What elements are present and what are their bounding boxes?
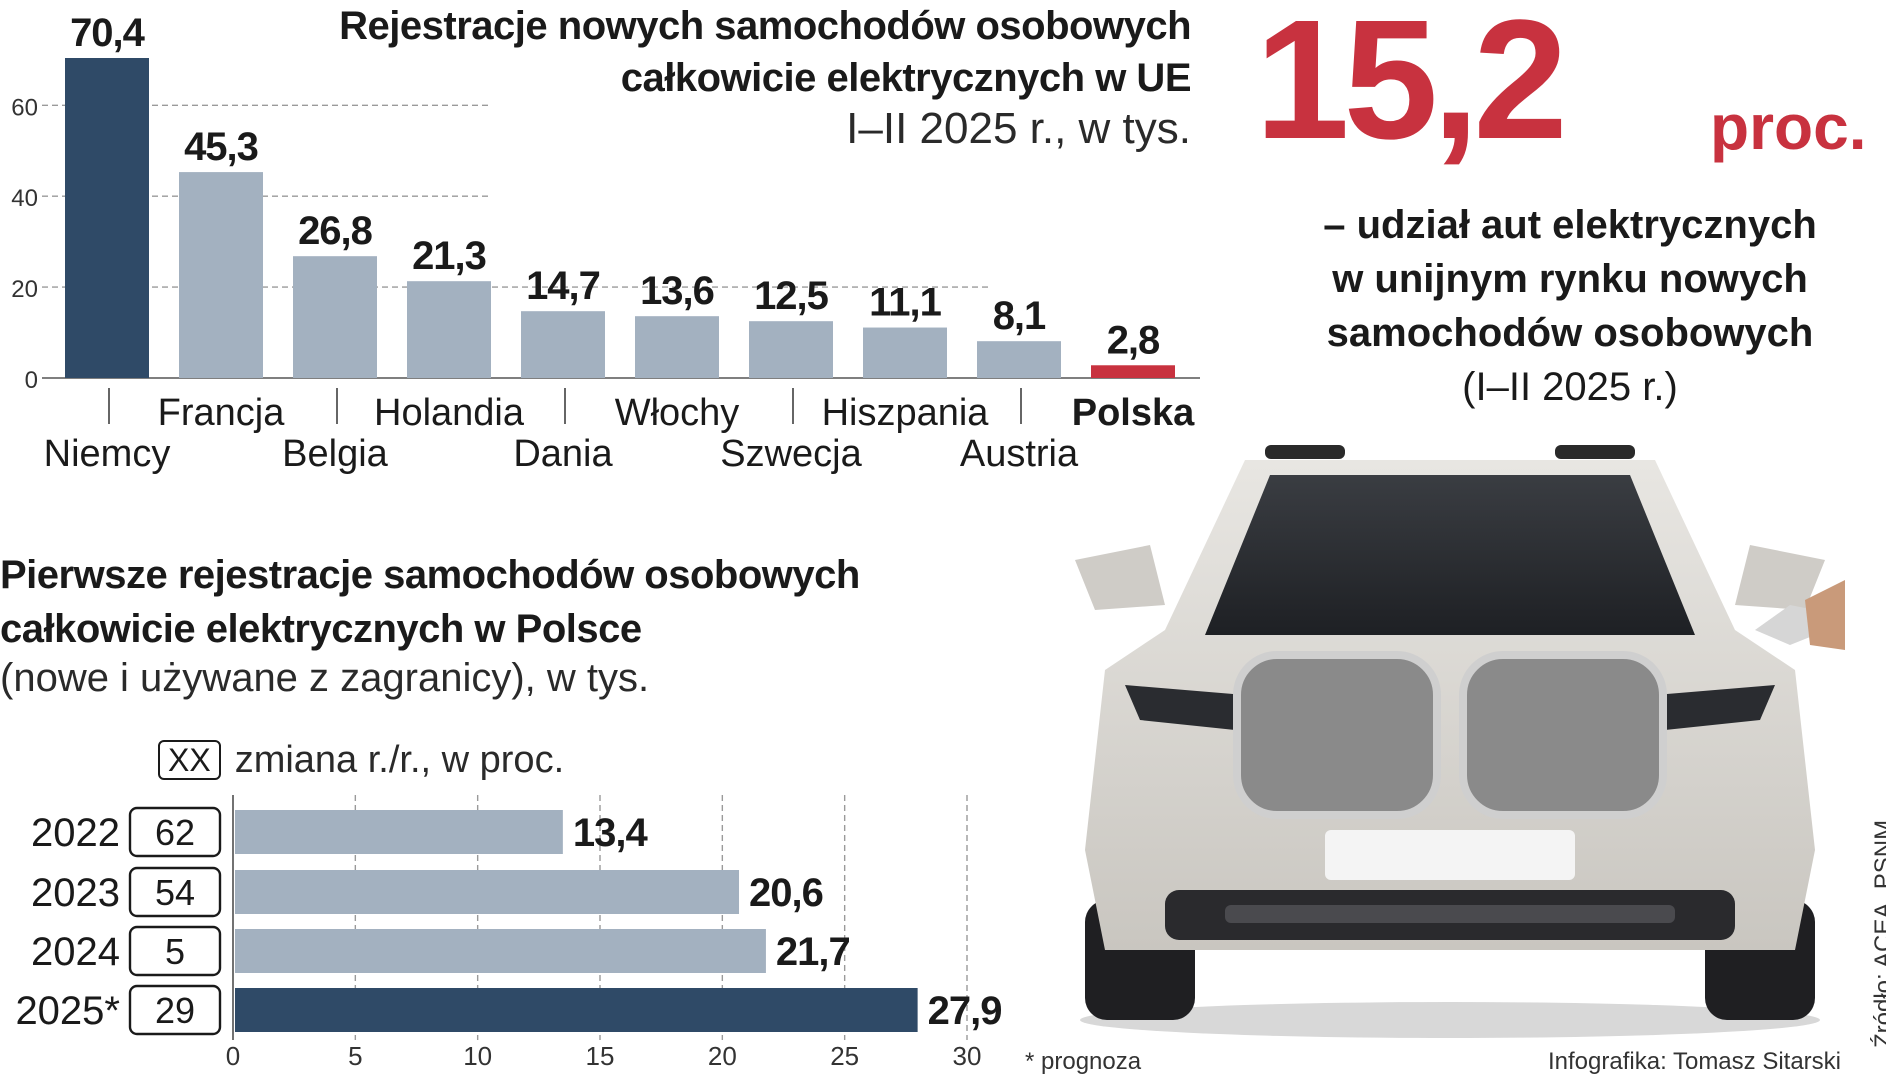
share-value: 15,2 (1255, 0, 1568, 175)
category-label: Niemcy (44, 433, 171, 475)
x-tick-label: 25 (830, 1041, 859, 1071)
footnote: * prognoza (1025, 1048, 1142, 1075)
bottom-title-line-2: całkowicie elektrycznych w Polsce (0, 607, 642, 651)
top-chart-title: Rejestracje nowych samochodów osobowych … (339, 0, 1191, 104)
bar (235, 988, 918, 1032)
share-line-2: w unijnym rynku nowych (1332, 257, 1808, 301)
year-label: 2023 (31, 871, 120, 915)
source: Źródło: ACEA, PSNM (1870, 819, 1886, 1048)
x-tick-label: 15 (586, 1041, 615, 1071)
legend-text: zmiana r./r., w proc. (234, 738, 565, 781)
y-tick-label: 40 (11, 185, 38, 212)
share-description: – udział aut elektrycznych w unijnym ryn… (1300, 198, 1840, 414)
category-label: Austria (960, 433, 1079, 475)
category-label: Francja (158, 392, 286, 434)
value-label: 27,9 (928, 989, 1002, 1033)
category-label: Belgia (282, 433, 388, 475)
x-tick-label: 0 (226, 1041, 240, 1071)
share-unit: proc. (1710, 91, 1867, 163)
share-period: (I–II 2025 r.) (1462, 365, 1678, 409)
yoy-change-value: 62 (155, 812, 195, 853)
x-tick-label: 5 (348, 1041, 362, 1071)
bottom-chart-subtitle: (nowe i używane z zagranicy), w tys. (0, 656, 650, 700)
value-label: 26,8 (298, 209, 373, 253)
value-label: 21,3 (412, 234, 486, 278)
yoy-change-value: 5 (165, 931, 185, 972)
bar (635, 316, 719, 378)
top-title-line-1: Rejestracje nowych samochodów osobowych (339, 4, 1191, 48)
y-tick-label: 20 (11, 276, 38, 303)
eu-registrations-chart: 0 20 40 60 70,4 Niemcy 45,3 Francja 26,8 Belgia 21… (11, 11, 1200, 475)
year-label: 2024 (31, 930, 120, 974)
bar (65, 58, 149, 378)
value-label: 13,6 (640, 269, 714, 313)
year-label: 2022 (31, 811, 120, 855)
year-label: 2025* (15, 989, 120, 1033)
bar (293, 256, 377, 378)
yoy-change-box (128, 984, 222, 1036)
value-label: 12,5 (754, 274, 829, 318)
yoy-change-value: 29 (155, 990, 195, 1031)
bar (749, 321, 833, 378)
electric-car-illustration (1075, 445, 1845, 1038)
bar (863, 327, 947, 378)
value-label: 21,7 (776, 930, 850, 974)
yoy-change-box (128, 925, 222, 977)
category-label: Hiszpania (822, 392, 990, 434)
bar (179, 172, 263, 378)
category-label: Dania (513, 433, 613, 475)
x-tick-label: 20 (708, 1041, 737, 1071)
bar (977, 341, 1061, 378)
legend-box: XX (158, 740, 221, 780)
value-label: 20,6 (749, 871, 823, 915)
x-tick-label: 30 (953, 1041, 982, 1071)
share-line-1: – udział aut elektrycznych (1323, 203, 1817, 247)
category-label: Polska (1072, 392, 1195, 434)
value-label: 11,1 (869, 281, 941, 325)
value-label: 13,4 (573, 811, 649, 855)
yoy-change-box (128, 806, 222, 858)
bar (1091, 365, 1175, 378)
y-tick-label: 0 (25, 367, 38, 394)
top-chart-subtitle: I–II 2025 r., w tys. (846, 104, 1191, 153)
bottom-chart-title: Pierwsze rejestracje samochodów osobowyc… (0, 548, 1040, 701)
poland-registrations-chart: 0 5 10 15 20 25 30 13,4 2022 62 20,6 2023 54 21,7 2024… (15, 795, 1002, 1071)
yoy-change-box (128, 866, 222, 918)
y-tick-label: 60 (11, 94, 38, 121)
bar (235, 929, 766, 973)
value-label: 14,7 (526, 264, 600, 308)
top-title-line-2: całkowicie elektrycznych w UE (620, 56, 1192, 100)
yoy-change-value: 54 (155, 872, 195, 913)
bar (235, 870, 740, 914)
credit: Infografika: Tomasz Sitarski (1548, 1048, 1842, 1075)
share-line-3: samochodów osobowych (1326, 311, 1814, 355)
bottom-title-line-1: Pierwsze rejestracje samochodów osobowyc… (0, 553, 860, 597)
value-label: 70,4 (70, 11, 146, 55)
value-label: 45,3 (184, 125, 258, 169)
category-label: Szwecja (720, 433, 862, 475)
x-tick-label: 10 (463, 1041, 492, 1071)
share-block: 15,2 proc. (1255, 0, 1875, 175)
bar (521, 311, 605, 378)
category-label: Włochy (615, 392, 740, 434)
value-label: 8,1 (993, 294, 1046, 338)
bar (235, 810, 563, 854)
value-label: 2,8 (1107, 318, 1160, 362)
bar (407, 281, 491, 378)
category-label: Holandia (374, 392, 525, 434)
legend: XX zmiana r./r., w proc. (158, 738, 565, 781)
